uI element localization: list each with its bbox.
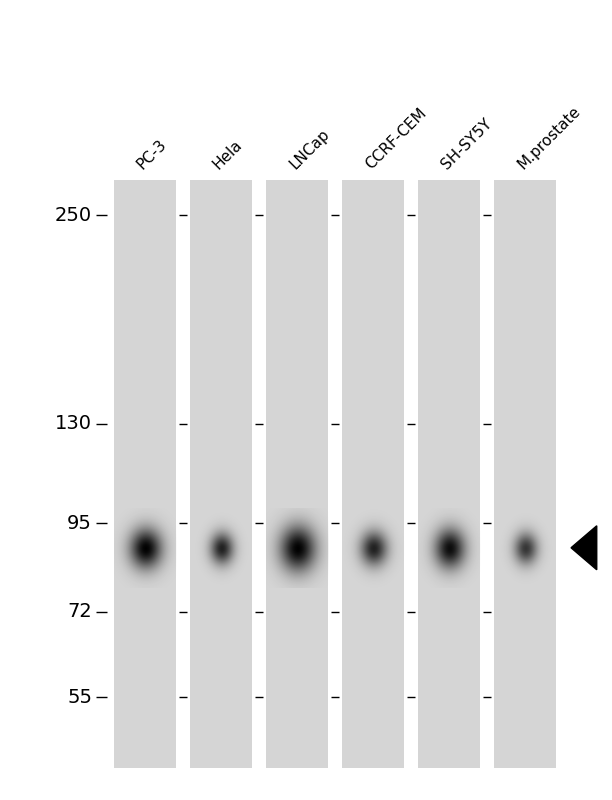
Text: PC-3: PC-3 xyxy=(135,137,170,172)
Text: 55: 55 xyxy=(67,688,92,707)
Text: SH-SY5Y: SH-SY5Y xyxy=(438,116,494,172)
Bar xyxy=(114,180,176,768)
Bar xyxy=(342,180,404,768)
Text: 130: 130 xyxy=(55,414,92,433)
Bar xyxy=(494,180,556,768)
Bar xyxy=(190,180,252,768)
Text: LNCap: LNCap xyxy=(286,126,332,172)
Text: CCRF-CEM: CCRF-CEM xyxy=(362,105,429,172)
Bar xyxy=(418,180,480,768)
Text: Hela: Hela xyxy=(211,137,245,172)
Polygon shape xyxy=(571,526,597,570)
Bar xyxy=(266,180,328,768)
Text: M.prostate: M.prostate xyxy=(515,103,583,172)
Text: 250: 250 xyxy=(55,206,92,225)
Text: 95: 95 xyxy=(67,514,92,533)
Text: 72: 72 xyxy=(67,602,92,621)
